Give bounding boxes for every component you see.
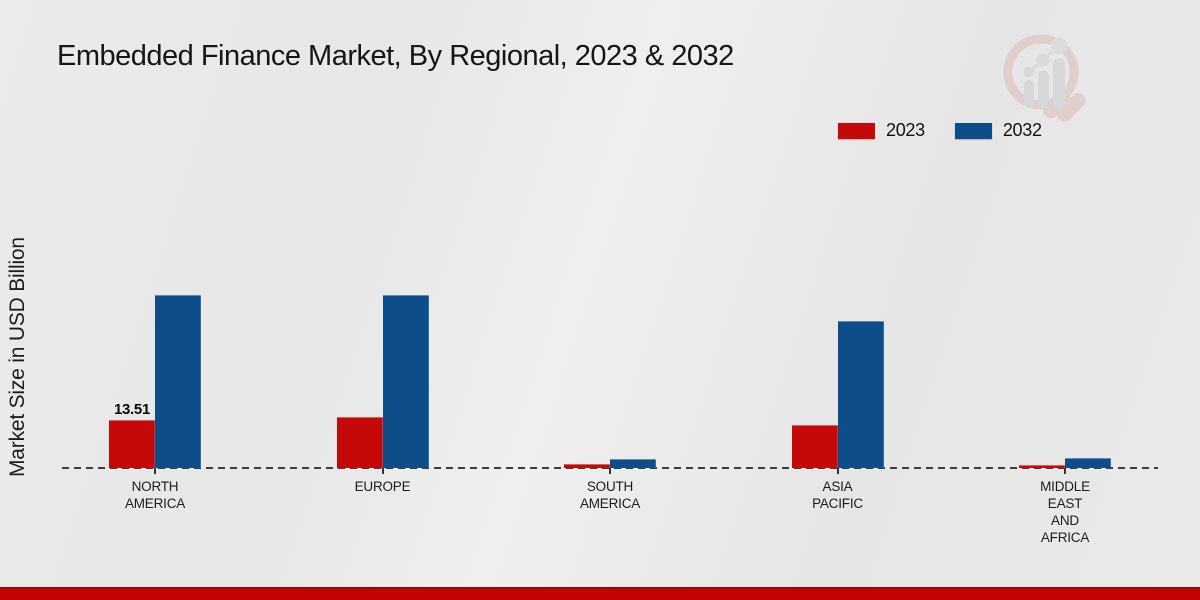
legend-swatch-2023 (838, 122, 875, 139)
legend-swatch-2032 (954, 122, 992, 139)
value-label-2023-north-america: 13.51 (113, 401, 151, 418)
category-label-europe: EUROPE (354, 479, 411, 494)
bar-2023-asia-pacific (791, 425, 838, 468)
footer-band (0, 587, 1200, 600)
bar-2023-north-america (109, 420, 155, 468)
axis-tick-asia-pacific (836, 468, 839, 474)
category-label-north-america: NORTH AMERICA (124, 479, 186, 511)
bar-2023-middle-east-and-africa (1019, 465, 1065, 468)
bar-2032-europe (382, 295, 429, 468)
bar-2032-middle-east-and-africa (1065, 458, 1111, 468)
legend-label-2023: 2023 (886, 120, 925, 140)
axis-tick-north-america (154, 468, 156, 474)
axis-tick-south-america (609, 468, 611, 474)
legend-label-2032: 2032 (1002, 120, 1042, 140)
bar-2032-north-america (155, 295, 201, 468)
category-label-asia-pacific: ASIA PACIFIC (812, 479, 863, 511)
legend-item-2032: 2032 (954, 120, 1042, 141)
category-label-middle-east-and-africa: MIDDLE EAST AND AFRICA (1040, 479, 1090, 545)
chart-title: Embedded Finance Market, By Regional, 20… (57, 40, 734, 72)
bar-2032-south-america (610, 459, 656, 468)
bar-2032-asia-pacific (837, 321, 884, 468)
bar-2023-europe (336, 417, 383, 468)
axis-tick-middle-east-and-africa (1064, 468, 1066, 474)
axis-tick-europe (381, 468, 384, 474)
bar-2023-south-america (564, 464, 610, 468)
magnifier-bar-chart-icon (1003, 34, 1086, 122)
category-label-south-america: SOUTH AMERICA (579, 479, 641, 511)
legend: 2023 2032 (838, 120, 1042, 141)
watermark-logo (995, 28, 1095, 133)
legend-item-2023: 2023 (838, 120, 925, 141)
